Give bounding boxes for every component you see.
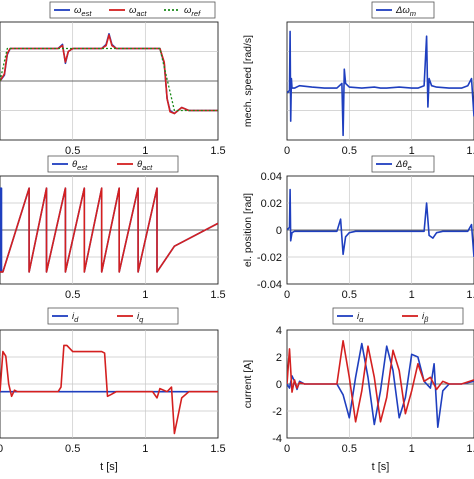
legend-label: θact bbox=[137, 159, 153, 172]
panel-dspeed: 0 0.5 1 1.5 mech. speed [rad/s] Δωm bbox=[242, 1, 474, 157]
x-tick-label: 1.5 bbox=[466, 145, 474, 157]
series-line-angle-1 bbox=[0, 187, 218, 273]
legend-box bbox=[371, 155, 435, 173]
x-tick-label: 0 bbox=[0, 443, 3, 455]
legend: iα iβ bbox=[332, 307, 464, 325]
series-line-ab-1 bbox=[287, 339, 474, 423]
legend-box bbox=[49, 1, 216, 19]
x-tick-label: 0.5 bbox=[342, 443, 357, 455]
x-tick-label: 0.5 bbox=[65, 289, 80, 301]
series-line-speed-1 bbox=[0, 34, 218, 115]
y-axis-label: current [A] bbox=[242, 360, 254, 409]
legend: Δωm bbox=[371, 1, 435, 19]
x-tick-label: 1 bbox=[409, 443, 415, 455]
legend-label: iβ bbox=[422, 311, 429, 324]
legend-label: ωact bbox=[129, 5, 147, 18]
x-tick-label: 1.5 bbox=[466, 289, 474, 301]
legend: id iq bbox=[47, 307, 179, 325]
panel-ab: 0 0.5 1 1.5 4 2 0 -2 -4 current [A] t [s] iα iβ bbox=[242, 307, 474, 473]
series-group bbox=[0, 32, 218, 115]
legend: Δθe bbox=[371, 155, 435, 173]
series-group bbox=[287, 188, 474, 258]
panel-angle: 0.5 1 1.5 θest θact bbox=[0, 155, 226, 301]
series-line-dangle-0 bbox=[287, 188, 474, 258]
x-tick-label: 0.5 bbox=[65, 443, 80, 455]
legend-box bbox=[332, 307, 464, 325]
series-group bbox=[287, 339, 474, 429]
legend-label: iα bbox=[357, 311, 364, 324]
panel-speed: 0.5 1 1.5 ωest ωact ωref bbox=[0, 1, 226, 157]
x-axis-label: t [s] bbox=[372, 461, 390, 473]
x-tick-label: 1 bbox=[142, 289, 148, 301]
x-tick-label: 1 bbox=[409, 289, 415, 301]
x-tick-label: 1 bbox=[409, 145, 415, 157]
series-group bbox=[0, 187, 218, 273]
legend-label: ωref bbox=[184, 5, 201, 18]
y-tick-label: 2 bbox=[276, 352, 282, 364]
y-tick-label: 0 bbox=[276, 379, 282, 391]
legend-label: iq bbox=[137, 311, 144, 324]
x-tick-label: 1.5 bbox=[210, 289, 225, 301]
legend-box bbox=[371, 1, 435, 19]
legend-label: ωest bbox=[74, 5, 92, 18]
series-group bbox=[0, 344, 218, 435]
legend-label: Δθe bbox=[395, 159, 412, 172]
x-tick-label: 1.5 bbox=[210, 443, 225, 455]
x-tick-label: 1.5 bbox=[466, 443, 474, 455]
legend-box bbox=[47, 155, 179, 173]
legend-box bbox=[47, 307, 179, 325]
series-line-dq-1 bbox=[0, 344, 218, 435]
x-tick-label: 0.5 bbox=[342, 145, 357, 157]
x-tick-label: 0 bbox=[284, 145, 290, 157]
y-tick-label: 0.04 bbox=[261, 171, 282, 183]
x-tick-label: 0 bbox=[284, 443, 290, 455]
y-tick-label: -2 bbox=[272, 406, 282, 418]
x-axis-label: t [s] bbox=[100, 461, 118, 473]
panel-dq: 0 0.5 1 1.5 t [s] id iq bbox=[0, 307, 226, 473]
y-axis-label: el. position [rad] bbox=[242, 193, 254, 267]
legend-label: Δωm bbox=[395, 5, 416, 18]
y-tick-label: 0 bbox=[276, 225, 282, 237]
x-tick-label: 0.5 bbox=[65, 145, 80, 157]
x-tick-label: 0.5 bbox=[342, 289, 357, 301]
legend: θest θact bbox=[47, 155, 179, 173]
x-tick-label: 1 bbox=[142, 443, 148, 455]
legend-label: θest bbox=[72, 159, 88, 172]
series-line-dspeed-0 bbox=[287, 30, 474, 137]
y-tick-label: -0.02 bbox=[257, 252, 282, 264]
y-tick-label: -4 bbox=[272, 433, 282, 445]
x-tick-label: 1.5 bbox=[210, 145, 225, 157]
y-tick-label: -0.04 bbox=[257, 279, 282, 291]
x-tick-label: 0 bbox=[284, 289, 290, 301]
series-group bbox=[287, 30, 474, 137]
y-tick-label: 4 bbox=[276, 325, 282, 337]
y-tick-label: 0.02 bbox=[261, 198, 282, 210]
y-axis-label: mech. speed [rad/s] bbox=[242, 35, 254, 127]
legend-label: id bbox=[72, 311, 79, 324]
x-tick-label: 1 bbox=[142, 145, 148, 157]
legend: ωest ωact ωref bbox=[49, 1, 216, 19]
